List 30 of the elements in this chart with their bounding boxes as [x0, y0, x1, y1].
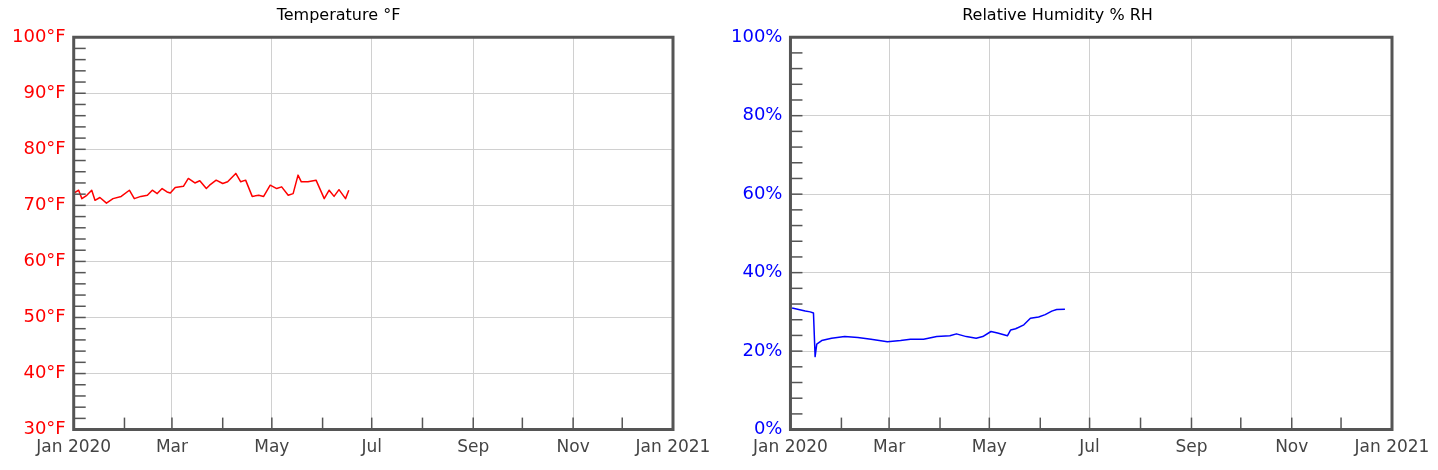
y-tick-label: 100°F: [11, 24, 66, 46]
x-tick-label: Nov: [1275, 436, 1309, 457]
y-tick-label: 90°F: [23, 80, 66, 102]
x-tick-label: Sep: [1175, 436, 1208, 457]
x-tick-label: Mar: [873, 436, 906, 457]
x-tick-label: May: [254, 436, 290, 457]
x-tick-label: Jul: [1078, 436, 1100, 457]
y-tick-label: 80°F: [23, 136, 66, 158]
y-tick-label: 40%: [742, 260, 783, 282]
y-tick-label: 60°F: [23, 249, 66, 271]
y-tick-label: 100%: [730, 24, 783, 46]
x-tick-label: Jan 2020: [752, 436, 828, 457]
x-tick-label: Nov: [556, 436, 590, 457]
x-tick-label: May: [971, 436, 1007, 457]
y-tick-label: 30°F: [23, 417, 66, 439]
x-tick-label: Jul: [360, 436, 382, 457]
x-tick-label: Jan 2021: [634, 436, 711, 457]
y-tick-label: 50°F: [23, 305, 66, 327]
y-tick-label: 70°F: [23, 193, 66, 215]
y-tick-label: 20%: [742, 338, 783, 360]
y-tick-label: 40°F: [23, 361, 66, 383]
y-tick-label: 80%: [742, 103, 783, 125]
chart-title: Relative Humidity % RH: [962, 4, 1153, 24]
x-tick-label: Sep: [457, 436, 490, 457]
x-tick-label: Jan 2020: [35, 436, 112, 457]
chart-title: Temperature °F: [275, 4, 401, 24]
y-tick-label: 0%: [753, 417, 783, 439]
x-tick-label: Jan 2021: [1353, 436, 1430, 457]
x-tick-label: Mar: [155, 436, 188, 457]
y-tick-label: 60%: [742, 181, 783, 203]
